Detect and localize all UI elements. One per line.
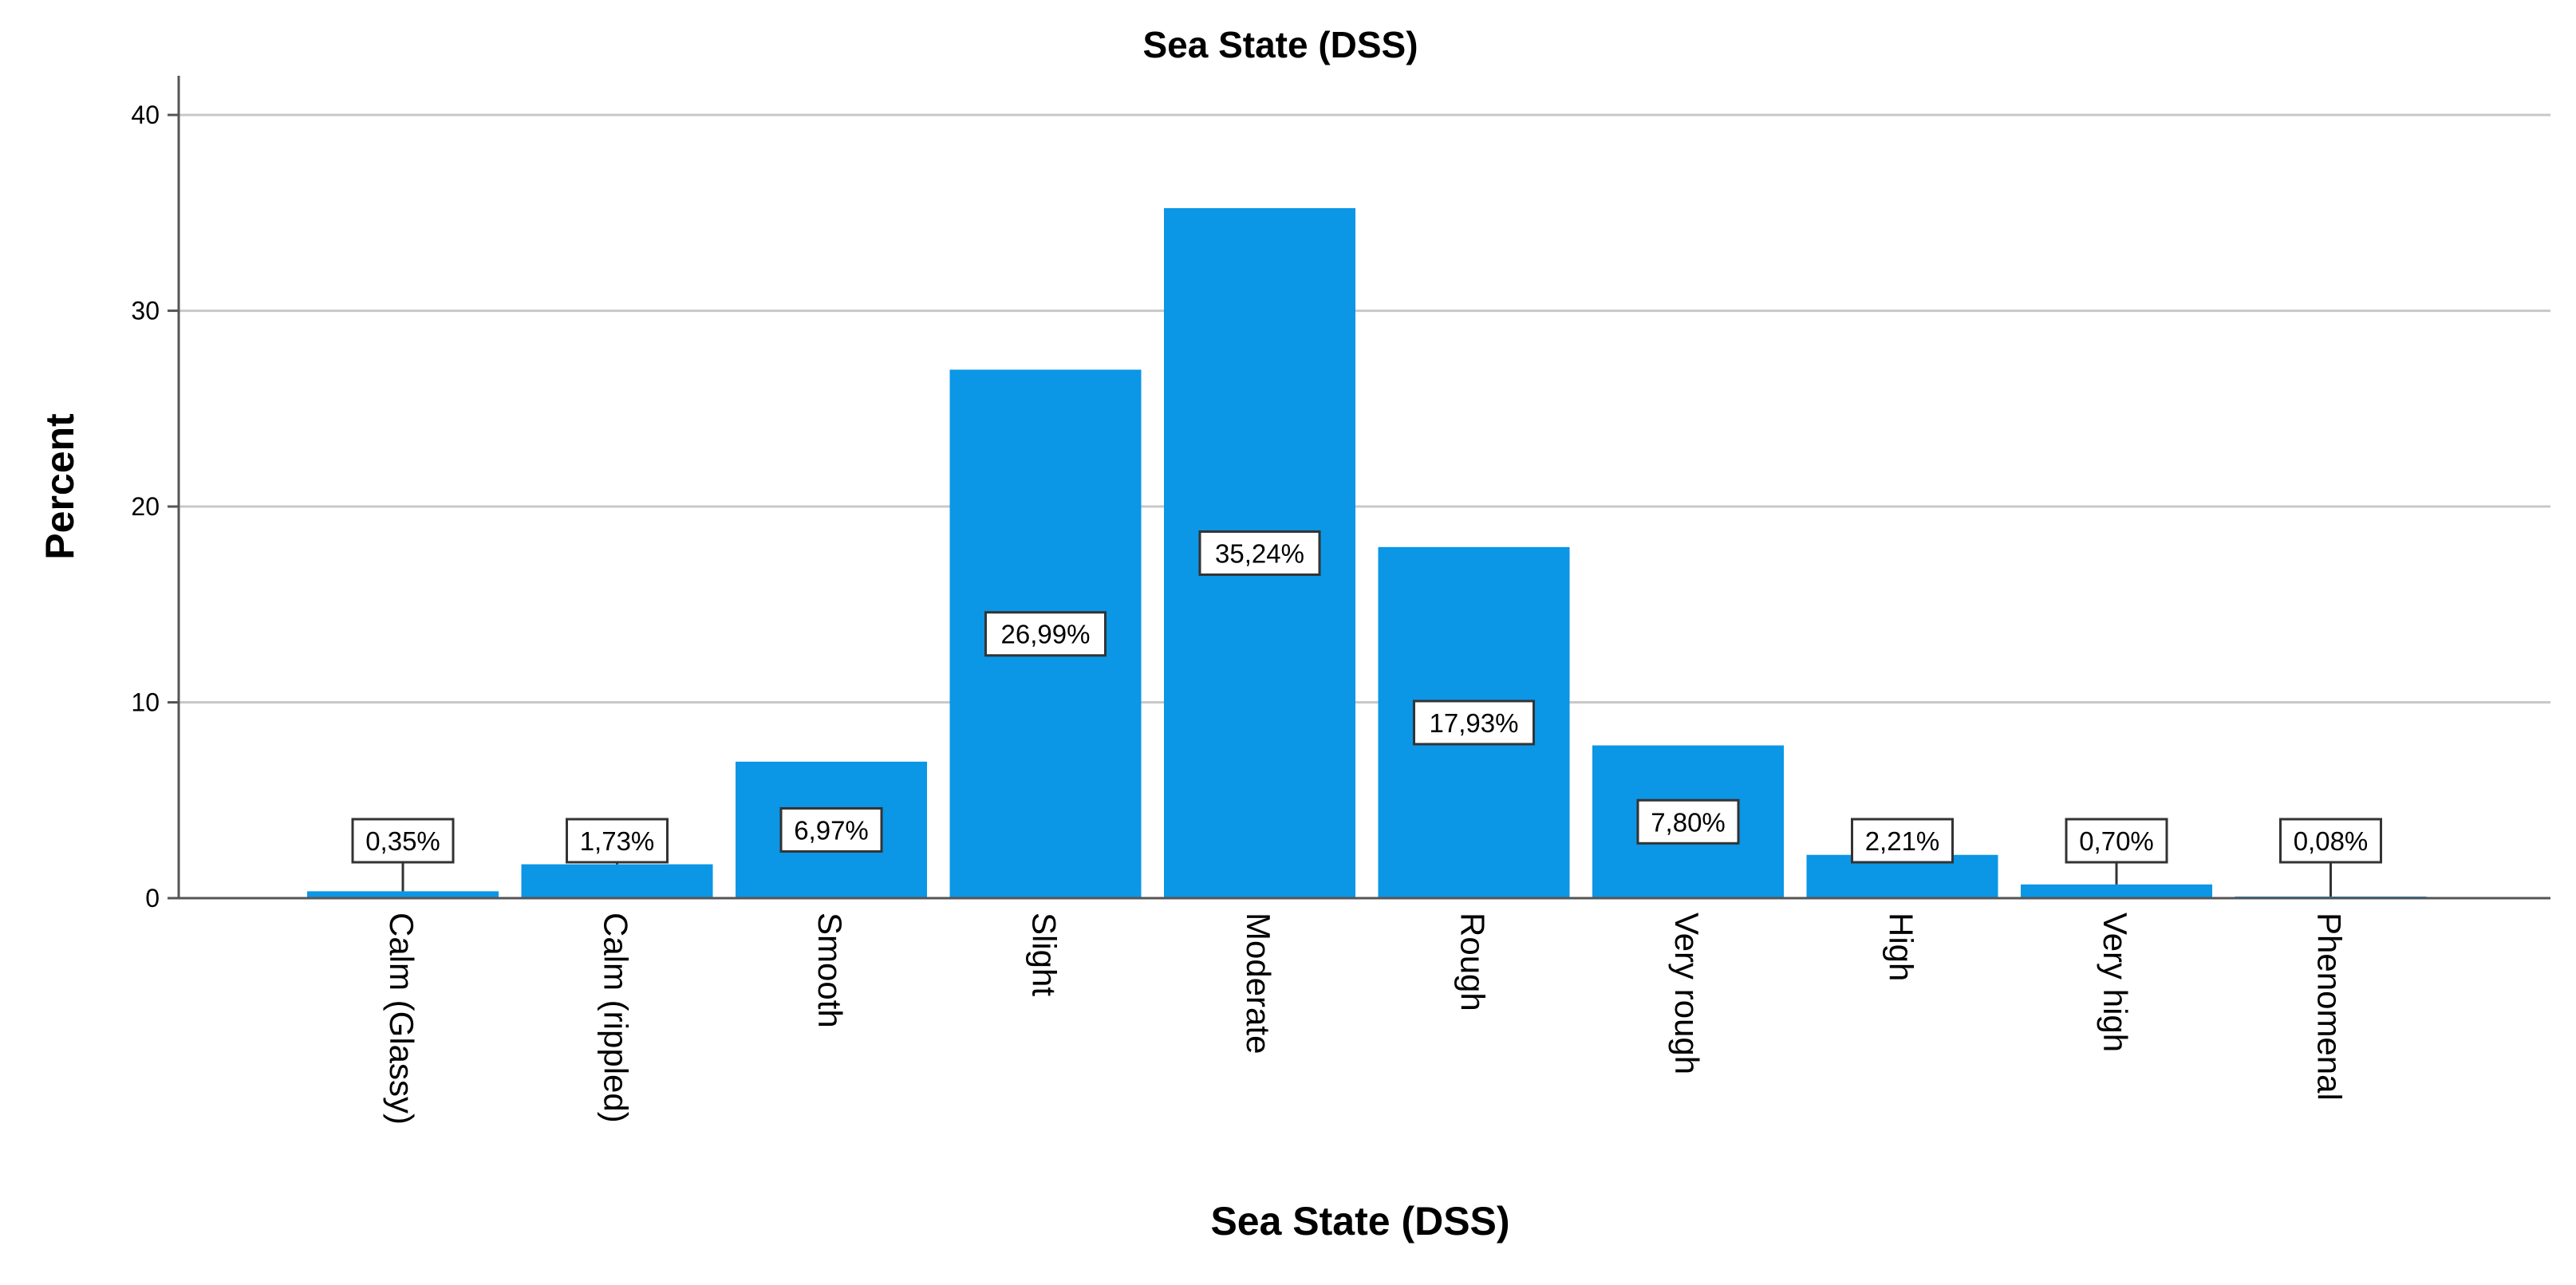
y-tick-labels: 0 10 20 30 40 (131, 101, 179, 913)
y-tick-label: 10 (131, 688, 160, 717)
data-label-text: 17,93% (1430, 708, 1519, 738)
data-label-text: 0,08% (2294, 826, 2369, 856)
data-label-box (1198, 530, 1321, 576)
data-label-text: 35,24% (1215, 538, 1304, 568)
data-label-box (2279, 818, 2382, 864)
x-tick-label: High (1883, 913, 1920, 981)
data-label: 0,08% (2279, 818, 2382, 897)
data-label: 17,93% (1413, 700, 1535, 746)
y-tick-label: 30 (131, 297, 160, 325)
x-tick-label: Very high (2097, 913, 2134, 1052)
data-label-box (779, 806, 883, 853)
x-tick-label: Rough (1454, 913, 1492, 1011)
data-labels: 0,35% 1,73% 6,97% 26,99% 35,24% 17,93% 7,80% 2,… (351, 530, 2382, 897)
data-label: 1,73% (566, 818, 669, 865)
y-axis-title: Percent (37, 413, 82, 560)
data-label-box (1413, 700, 1535, 746)
x-tick-label: Moderate (1240, 913, 1277, 1054)
data-label: 0,70% (2065, 818, 2168, 885)
bar (2021, 884, 2212, 898)
data-label-box (1851, 818, 1954, 864)
data-label: 26,99% (984, 611, 1107, 657)
x-tick-label: Slight (1026, 913, 1063, 996)
data-label-box (1636, 798, 1740, 845)
data-label: 35,24% (1198, 530, 1321, 576)
x-axis-title: Sea State (DSS) (1210, 1199, 1509, 1244)
data-label-text: 7,80% (1651, 807, 1726, 837)
axes (177, 76, 2550, 900)
data-label-text: 1,73% (580, 826, 655, 856)
chart-title: Sea State (DSS) (1142, 24, 1418, 65)
bar (521, 864, 713, 898)
data-label: 0,35% (351, 818, 455, 892)
data-label: 6,97% (779, 806, 883, 853)
data-label-box (984, 611, 1107, 657)
x-tick-labels: Calm (Glassy) Calm (rippled) Smooth Slight M… (383, 913, 2349, 1125)
data-label-text: 26,99% (1001, 620, 1091, 649)
data-label: 7,80% (1636, 798, 1740, 845)
y-tick-label: 40 (131, 101, 160, 129)
data-label: 2,21% (1851, 818, 1954, 864)
x-tick-label: Phenomenal (2311, 913, 2349, 1101)
data-label-box (566, 818, 669, 864)
data-label-text: 0,35% (365, 826, 440, 856)
data-label-text: 2,21% (1865, 826, 1940, 856)
x-tick-label: Very rough (1668, 913, 1706, 1074)
bars (307, 207, 2427, 899)
y-tick-label: 20 (131, 492, 160, 521)
x-tick-label: Calm (Glassy) (383, 913, 420, 1125)
x-tick-label: Smooth (811, 913, 849, 1028)
bar (307, 891, 499, 898)
grid-lines (179, 113, 2550, 704)
x-tick-label: Calm (rippled) (598, 913, 635, 1123)
y-tick-label: 0 (145, 884, 160, 913)
data-label-text: 6,97% (794, 815, 869, 845)
data-label-box (2065, 818, 2168, 864)
data-label-text: 0,70% (2079, 826, 2154, 856)
data-label-box (351, 818, 455, 864)
